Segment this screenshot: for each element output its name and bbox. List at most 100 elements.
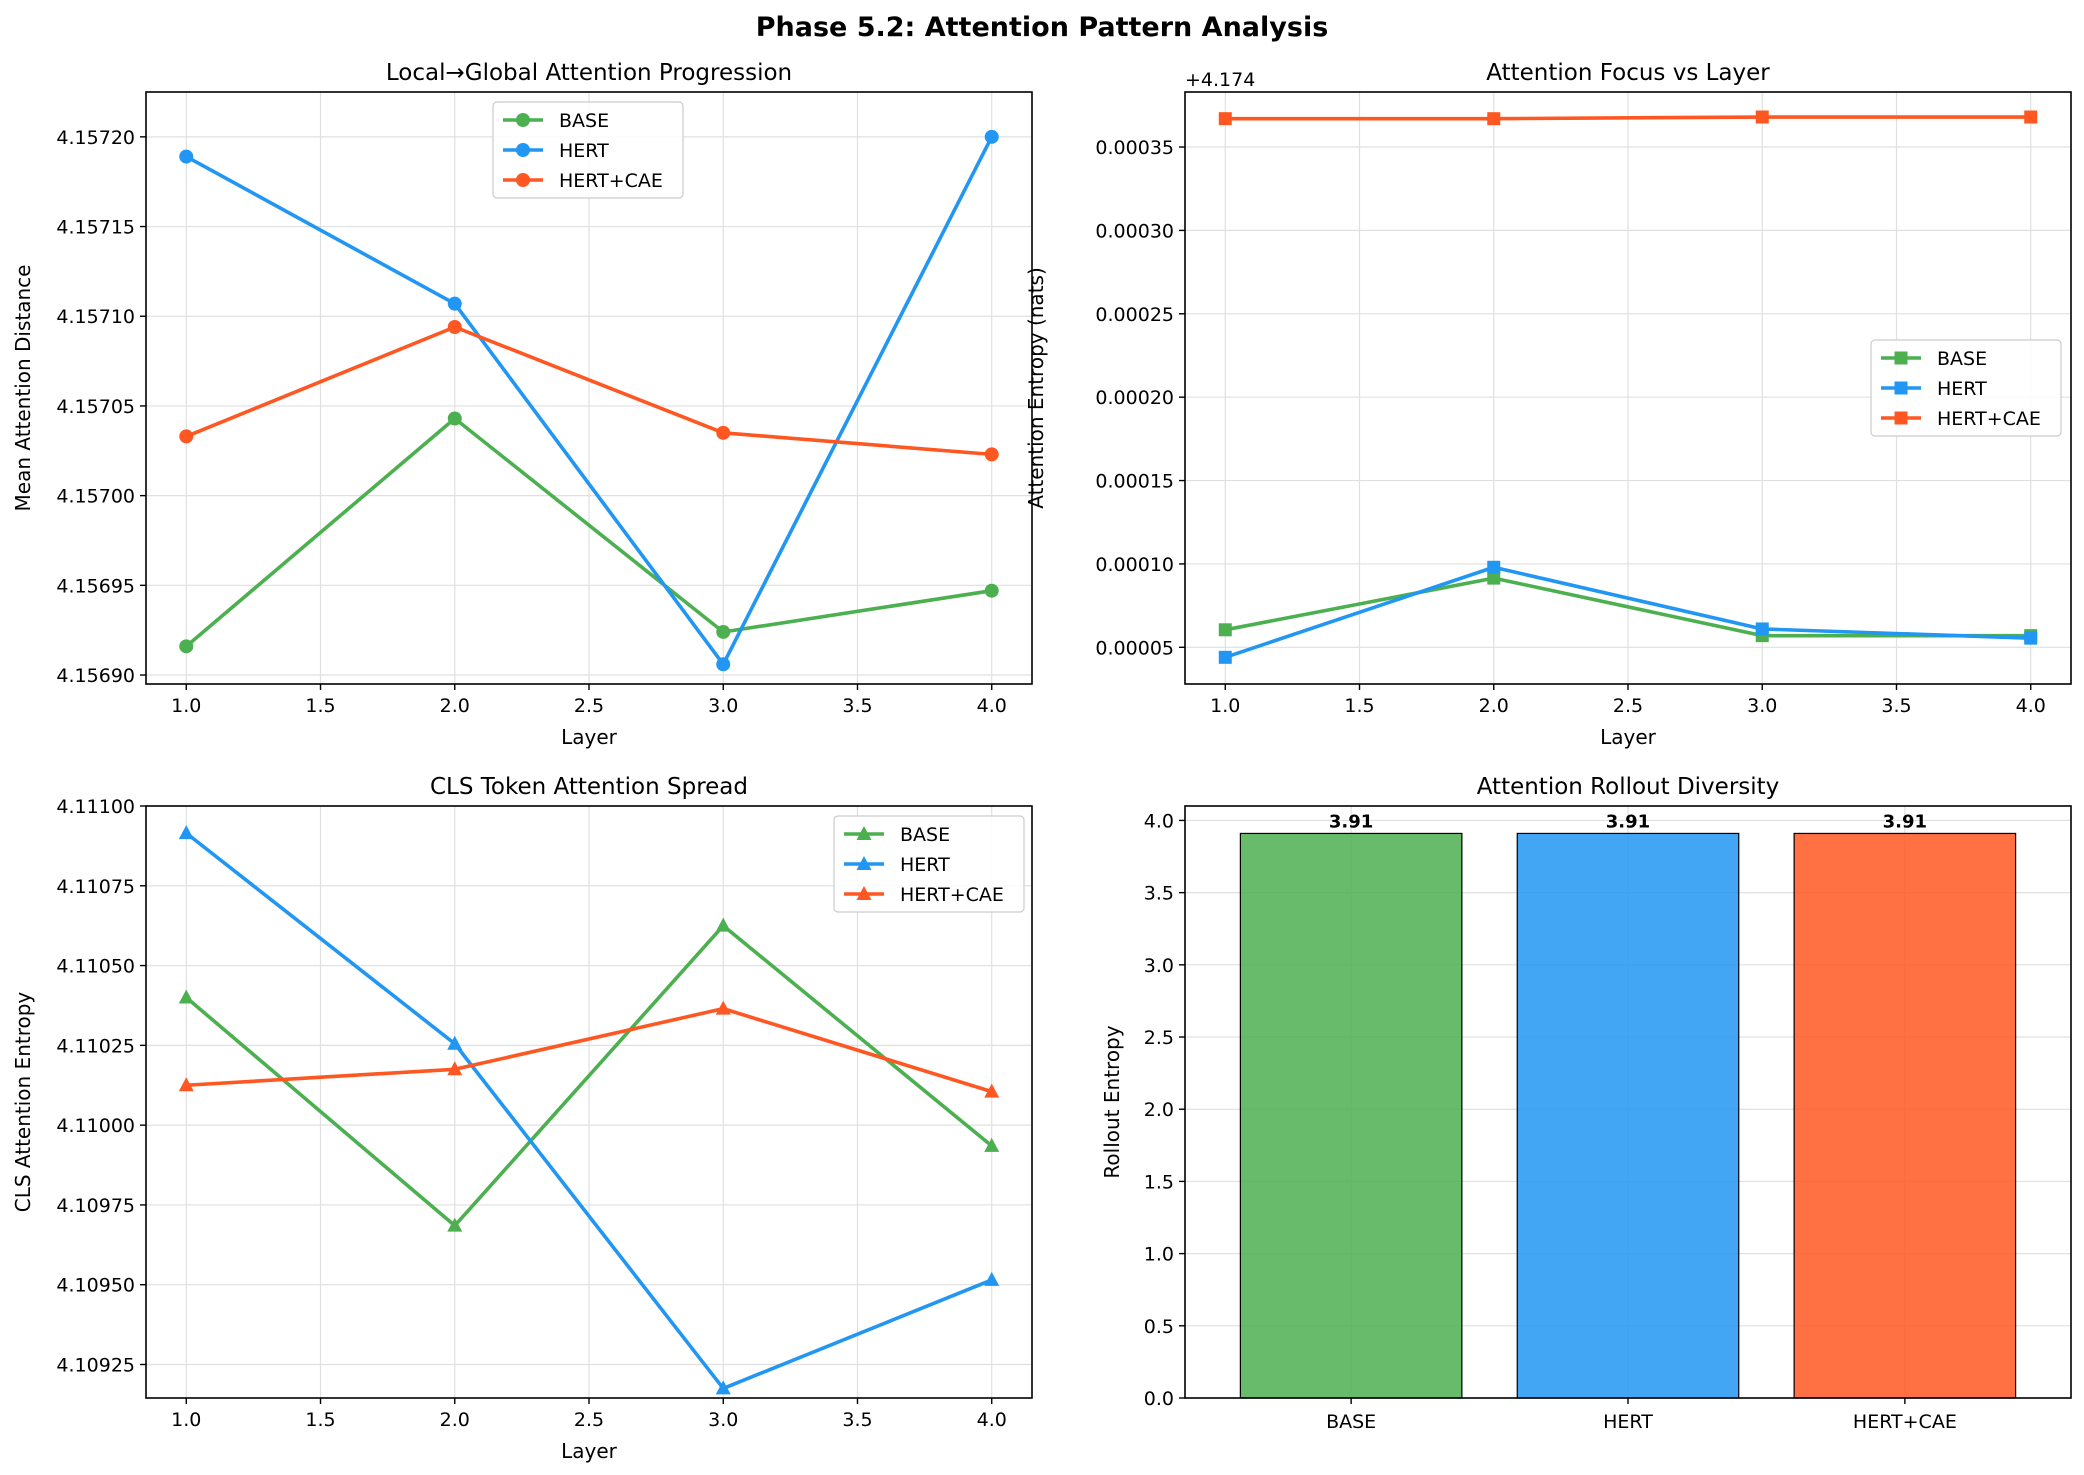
axes-frame — [1184, 91, 2072, 685]
panel-title: Local→Global Attention Progression — [386, 60, 792, 86]
y-tick-label: 0.00010 — [1095, 554, 1174, 576]
series-line-hert — [1224, 565, 2031, 660]
data-point-hert — [1218, 650, 1232, 664]
series-hert-cae — [178, 1000, 1000, 1098]
legend-marker-hert — [1894, 381, 1908, 395]
bar-hert — [1516, 832, 1740, 1399]
legend-entry-hert-cae: HERT+CAE — [1881, 408, 2041, 430]
series-line-base — [1224, 576, 2031, 638]
legend-marker-base — [856, 826, 872, 840]
data-point-hert — [984, 129, 999, 144]
x-tick-label: 3.0 — [708, 695, 738, 717]
legend: BASE HERT HERT+CAE — [492, 101, 684, 199]
legend-label-hert: HERT — [1937, 378, 1987, 400]
y-tick-label: 0.00025 — [1095, 304, 1174, 326]
series-hert-cae — [1218, 110, 2038, 126]
y-tick-label: 4.15700 — [56, 486, 135, 508]
y-tick-label: 0.00035 — [1095, 137, 1174, 159]
series-line-hert — [185, 831, 993, 1391]
data-point-hert — [178, 825, 194, 840]
x-tick-label: 4.0 — [2016, 695, 2046, 717]
data-point-hert — [179, 149, 194, 164]
gridlines — [146, 805, 1032, 1398]
legend: BASE HERT HERT+CAE — [1870, 339, 2062, 437]
legend-label-hert-cae: HERT+CAE — [559, 170, 663, 192]
y-tick-label: 4.11050 — [56, 956, 135, 978]
y-tick-label: 4.15710 — [56, 306, 135, 328]
x-tick-label-hert: HERT — [1603, 1411, 1653, 1433]
legend-marker-hert-cae — [516, 173, 530, 187]
series-hert — [179, 129, 999, 672]
legend-label-base: BASE — [559, 110, 609, 132]
data-point-hert — [716, 657, 731, 672]
x-tick-label-hert-cae: HERT+CAE — [1853, 1411, 1957, 1433]
x-tick-label: 3.5 — [842, 1409, 872, 1431]
series-line-base — [185, 416, 993, 648]
y-tick-label: 0.00030 — [1095, 220, 1174, 242]
data-point-hert — [715, 1380, 731, 1395]
data-point-base — [715, 917, 731, 932]
x-axis-label: Layer — [561, 1439, 618, 1463]
y-tick-label: 0.00015 — [1095, 471, 1174, 493]
y-tick-label: 4.10925 — [56, 1354, 135, 1376]
axes-frame — [145, 805, 1033, 1399]
x-tick-label: 2.5 — [574, 695, 604, 717]
data-point-hert-cae — [1218, 112, 1232, 126]
panel-title: Attention Rollout Diversity — [1477, 774, 1780, 800]
x-tick-label: 1.5 — [1344, 695, 1374, 717]
y-tick-label: 0.5 — [1144, 1316, 1174, 1338]
y-tick-label: 3.5 — [1144, 883, 1174, 905]
y-tick-label: 4.15715 — [56, 217, 135, 239]
data-point-hert-cae — [1755, 110, 1769, 124]
data-point-hert-cae — [716, 425, 731, 440]
x-tick-label: 2.5 — [1613, 695, 1643, 717]
y-axis-label: Attention Entropy (nats) — [1024, 267, 1048, 509]
data-point-hert-cae — [984, 1083, 1000, 1098]
x-tick-label: 1.5 — [305, 1409, 335, 1431]
figure-title: Phase 5.2: Attention Pattern Analysis — [756, 12, 1329, 43]
legend-entry-hert: HERT — [1881, 378, 1987, 400]
legend-marker-base — [516, 113, 530, 127]
legend-marker-hert — [516, 143, 530, 157]
data-point-base — [1218, 623, 1232, 637]
series-line-hert-cae — [185, 325, 992, 457]
data-point-hert — [2024, 631, 2038, 645]
series-line-hert-cae — [1225, 115, 2031, 121]
x-tick-label: 1.0 — [171, 695, 201, 717]
axes-frame — [1184, 805, 2072, 1399]
data-point-base — [716, 624, 731, 639]
y-tick-label: 1.0 — [1144, 1244, 1174, 1266]
y-axis-label: Mean Attention Distance — [11, 265, 35, 512]
x-tick-label: 3.5 — [842, 695, 872, 717]
panel-attention-distance: 1.0 1.5 2.0 2.5 3.0 3.5 4.0 4.15690 4.15695 4.157… — [11, 60, 1033, 749]
data-point-hert — [447, 296, 462, 311]
data-point-hert — [447, 1035, 463, 1050]
legend-label-base: BASE — [900, 824, 950, 846]
data-point-hert-cae — [179, 429, 194, 444]
y-tick-label: 4.10975 — [56, 1195, 135, 1217]
x-tick-label: 4.0 — [977, 1409, 1007, 1431]
y-tick-label: 0.0 — [1144, 1388, 1174, 1410]
x-axis-label: Layer — [561, 725, 618, 749]
series-hert — [1218, 560, 2038, 664]
bar-value-label-hert-cae: 3.91 — [1883, 811, 1927, 832]
data-point-hert-cae — [447, 320, 462, 335]
x-tick-label: 2.5 — [574, 1409, 604, 1431]
x-tick-label: 4.0 — [977, 695, 1007, 717]
x-tick-label: 1.5 — [305, 695, 335, 717]
legend-label-hert: HERT — [559, 140, 609, 162]
data-point-base — [447, 411, 462, 426]
series-base — [179, 411, 999, 654]
y-tick-label: 2.5 — [1144, 1027, 1174, 1049]
legend-marker-hert-cae — [1894, 411, 1908, 425]
bar-value-label-base: 3.91 — [1329, 811, 1373, 832]
data-point-base — [178, 989, 194, 1004]
bar-hert-cae — [1793, 832, 2017, 1399]
x-tick-label: 3.5 — [1881, 695, 1911, 717]
x-tick-label: 2.0 — [440, 1409, 470, 1431]
bar-value-label-hert: 3.91 — [1606, 811, 1650, 832]
x-axis-label: Layer — [1600, 725, 1657, 749]
panel-attention-focus: 1.0 1.5 2.0 2.5 3.0 3.5 4.0 0.00005 0.00010 0.000… — [1024, 60, 2072, 749]
bar-base — [1239, 832, 1463, 1399]
